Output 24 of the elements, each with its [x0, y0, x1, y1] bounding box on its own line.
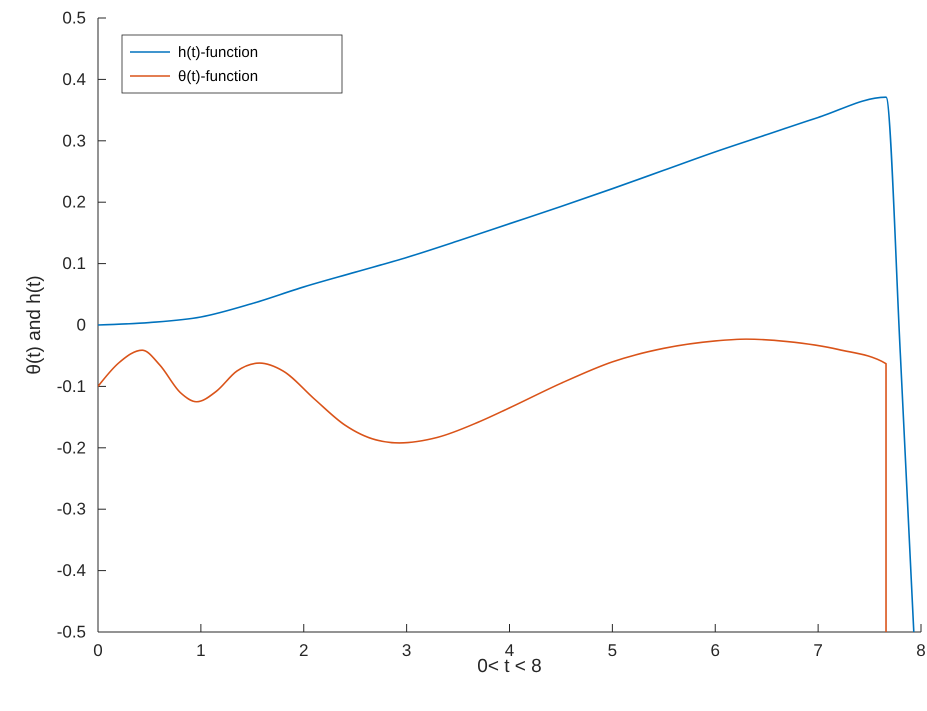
x-tick-label: 5 [608, 641, 618, 660]
line-series [98, 338, 887, 633]
y-tick-label: -0.2 [56, 438, 86, 458]
x-tick-label: 1 [196, 641, 206, 660]
y-tick-label: -0.3 [56, 500, 86, 519]
y-tick-label: 0.1 [62, 254, 86, 274]
legend-label: θ(t)-function [178, 68, 258, 85]
x-tick-label: 7 [813, 641, 823, 660]
y-tick-label: -0.5 [56, 622, 86, 642]
x-tick-label: 2 [299, 641, 308, 660]
x-tick-label: 3 [402, 641, 412, 660]
x-tick-label: 0 [93, 641, 103, 660]
y-tick-label: 0.2 [62, 192, 86, 212]
y-tick-label: 0.4 [62, 70, 86, 89]
y-tick-label: 0.3 [62, 131, 86, 150]
y-tick-label: -0.4 [56, 561, 86, 580]
x-tick-label: 8 [916, 641, 926, 660]
y-axis-title: θ(t) and h(t) [24, 275, 45, 375]
legend-label: h(t)-function [178, 44, 258, 61]
y-tick-label: -0.1 [56, 376, 86, 396]
y-tick-label: 0.5 [62, 8, 86, 28]
line-series [98, 96, 915, 633]
y-tick-label: 0 [76, 315, 86, 334]
x-tick-label: 6 [710, 641, 720, 660]
